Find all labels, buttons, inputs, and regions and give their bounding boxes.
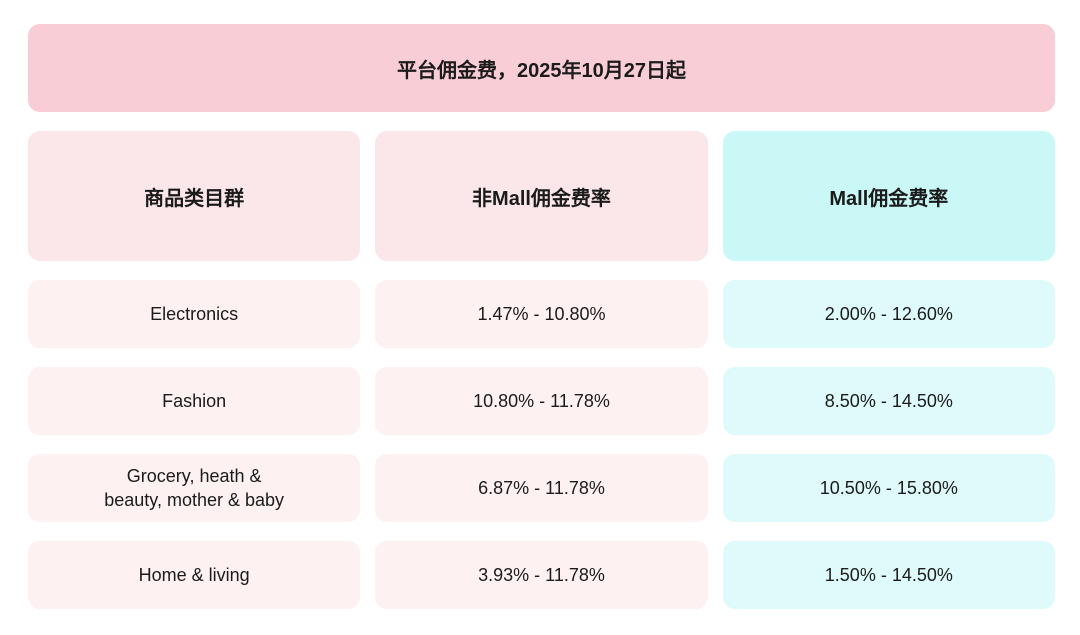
non-mall-rate-value: 1.47% - 10.80% (477, 303, 606, 324)
category-label: Fashion (162, 390, 227, 411)
mall-rate-value: 8.50% - 14.50% (824, 390, 953, 411)
category-label: Home & living (138, 564, 250, 585)
non-mall-rate-cell: 1.47% - 10.80% (375, 280, 708, 348)
non-mall-rate-value: 3.93% - 11.78% (478, 564, 605, 585)
page-title: 平台佣金费，2025年10月27日起 (397, 59, 686, 82)
non-mall-rate-value: 6.87% - 11.78% (478, 477, 605, 498)
mall-rate-cell: 10.50% - 15.80% (722, 454, 1055, 522)
mall-rate-cell: 8.50% - 14.50% (722, 367, 1055, 435)
column-header-category: 商品类目群 (28, 131, 361, 261)
non-mall-rate-value: 10.80% - 11.78% (473, 390, 610, 411)
category-cell: Fashion (28, 367, 361, 435)
commission-fee-table: 商品类目群 非Mall佣金费率 Mall佣金费率 Electronics 1.4… (28, 131, 1055, 609)
non-mall-rate-cell: 10.80% - 11.78% (375, 367, 708, 435)
column-header-mall-rate: Mall佣金费率 (722, 131, 1055, 261)
category-label: Electronics (150, 303, 239, 324)
column-header-non-mall-rate: 非Mall佣金费率 (375, 131, 708, 261)
mall-rate-value: 1.50% - 14.50% (824, 564, 953, 585)
column-header-mall-rate-label: Mall佣金费率 (829, 187, 949, 210)
non-mall-rate-cell: 3.93% - 11.78% (375, 541, 708, 609)
category-cell: Electronics (28, 280, 361, 348)
mall-rate-cell: 2.00% - 12.60% (722, 280, 1055, 348)
non-mall-rate-cell: 6.87% - 11.78% (375, 454, 708, 522)
category-label: Grocery, heath & beauty, mother & baby (104, 465, 285, 510)
column-header-category-label: 商品类目群 (144, 187, 245, 210)
category-cell: Home & living (28, 541, 361, 609)
column-header-non-mall-rate-label: 非Mall佣金费率 (472, 187, 611, 210)
mall-rate-value: 2.00% - 12.60% (824, 303, 953, 324)
category-cell: Grocery, heath & beauty, mother & baby (28, 454, 361, 522)
title-banner: 平台佣金费，2025年10月27日起 (28, 24, 1055, 112)
mall-rate-value: 10.50% - 15.80% (819, 477, 958, 498)
mall-rate-cell: 1.50% - 14.50% (722, 541, 1055, 609)
